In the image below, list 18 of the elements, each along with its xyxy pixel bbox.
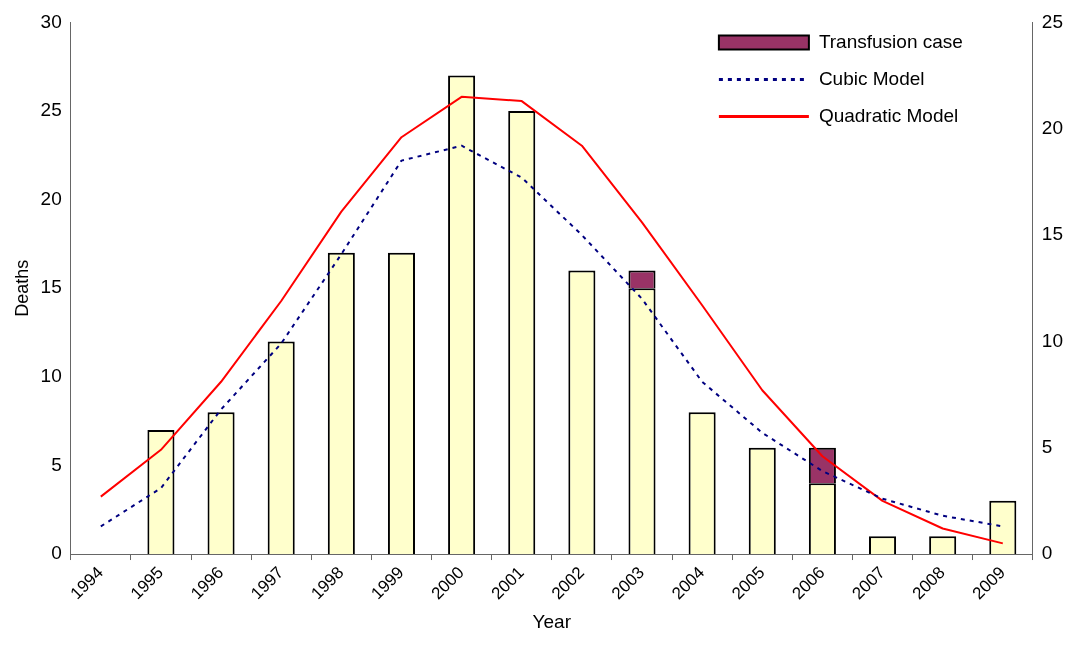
x-axis-title: Year (532, 610, 572, 632)
y2-tick-label: 20 (1041, 116, 1064, 138)
y-tick-label: 10 (40, 365, 62, 387)
y-tick-label: 20 (40, 187, 62, 209)
y-tick-label: 5 (51, 453, 62, 475)
y2-tick-label: 15 (1041, 223, 1064, 245)
y-tick-label: 30 (40, 10, 62, 32)
y2-tick-label: 5 (1041, 435, 1053, 457)
legend-label: Transfusion case (818, 30, 963, 52)
legend-label: Cubic Model (818, 67, 925, 89)
y-axis-title: Deaths (11, 259, 32, 317)
y-tick-label: 15 (40, 276, 62, 298)
y2-tick-label: 10 (1041, 329, 1064, 351)
y2-tick-label: 25 (1041, 10, 1064, 32)
y-tick-label: 0 (51, 542, 62, 564)
y-tick-label: 25 (40, 99, 62, 121)
y2-tick-label: 0 (1041, 542, 1053, 564)
legend-label: Quadratic Model (818, 104, 959, 126)
